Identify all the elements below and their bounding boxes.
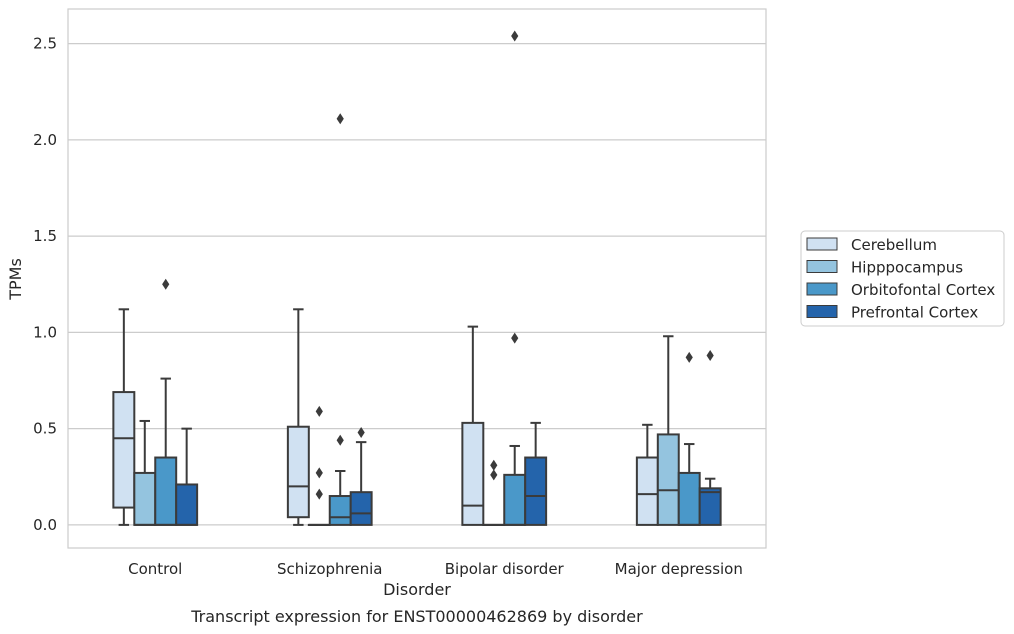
- y-tick-label: 0.5: [33, 420, 57, 438]
- box-orbitofontal-cortex: [677, 351, 701, 526]
- box-iqr: [175, 483, 199, 526]
- box-iqr: [349, 491, 373, 526]
- legend-label: Cerebellum: [851, 236, 937, 254]
- outlier-point: [315, 467, 323, 479]
- box-iqr: [698, 487, 722, 526]
- outlier-point: [511, 332, 519, 344]
- outlier-point: [490, 459, 498, 471]
- x-tick-label: Control: [128, 560, 182, 578]
- box-iqr: [286, 425, 310, 519]
- legend-label: Orbitofontal Cortex: [851, 281, 995, 299]
- box-prefrontal-cortex: [349, 427, 373, 526]
- x-axis-label: Disorder: [383, 580, 451, 599]
- box-iqr: [503, 473, 527, 526]
- box-groups: [112, 30, 722, 527]
- y-tick-label: 0.0: [33, 516, 57, 534]
- box-cerebellum: [635, 423, 659, 526]
- y-tick-label: 2.0: [33, 131, 57, 149]
- box-cerebellum: [286, 308, 310, 526]
- legend-swatch: [806, 260, 838, 273]
- box-cerebellum: [461, 325, 485, 526]
- y-axis-label: TPMs: [6, 258, 25, 301]
- outlier-point: [357, 427, 365, 438]
- box-iqr: [112, 391, 136, 509]
- chart-caption: Transcript expression for ENST0000046286…: [190, 607, 643, 626]
- legend-label: Hipppocampus: [851, 259, 963, 277]
- x-tick-label: Major depression: [615, 560, 743, 578]
- outlier-point: [511, 30, 519, 42]
- box-iqr: [154, 456, 178, 526]
- box-prefrontal-cortex: [524, 421, 548, 526]
- box-hipppocampus: [133, 419, 157, 526]
- legend-swatch: [806, 305, 838, 318]
- box-iqr: [656, 433, 680, 526]
- box-orbitofontal-cortex: [503, 30, 527, 526]
- outlier-point: [490, 469, 498, 481]
- box-iqr: [635, 456, 659, 526]
- legend-label: Prefrontal Cortex: [851, 304, 978, 322]
- box-prefrontal-cortex: [175, 427, 199, 526]
- outlier-point: [315, 488, 323, 500]
- legend-swatch: [806, 237, 838, 251]
- x-axis-ticks: Control Schizophrenia Bipolar disorder Majo…: [128, 560, 743, 578]
- outlier-point: [685, 351, 693, 363]
- outlier-point: [162, 278, 170, 290]
- x-tick-label: Schizophrenia: [277, 560, 382, 578]
- outlier-point: [336, 434, 344, 446]
- outlier-point: [315, 405, 323, 417]
- box-iqr: [524, 456, 548, 526]
- box-iqr: [133, 471, 157, 526]
- box-iqr: [461, 421, 485, 526]
- box-orbitofontal-cortex: [154, 278, 178, 526]
- x-tick-label: Bipolar disorder: [445, 560, 565, 578]
- y-tick-label: 2.5: [33, 35, 57, 53]
- outlier-point: [706, 350, 714, 361]
- y-tick-label: 1.5: [33, 227, 57, 245]
- y-tick-label: 1.0: [33, 323, 57, 341]
- outlier-point: [336, 113, 344, 125]
- box-iqr: [677, 471, 701, 526]
- legend-frame: [800, 230, 1005, 327]
- legend-swatch: [806, 282, 838, 296]
- box-cerebellum: [112, 308, 136, 526]
- box-prefrontal-cortex: [698, 350, 722, 526]
- legend: Cerebellum Hipppocampus Orbitofontal Corte…: [800, 230, 1005, 327]
- y-axis-ticks: 0.0 0.5 1.0 1.5 2.0 2.5: [33, 35, 57, 534]
- box-iqr: [328, 495, 352, 526]
